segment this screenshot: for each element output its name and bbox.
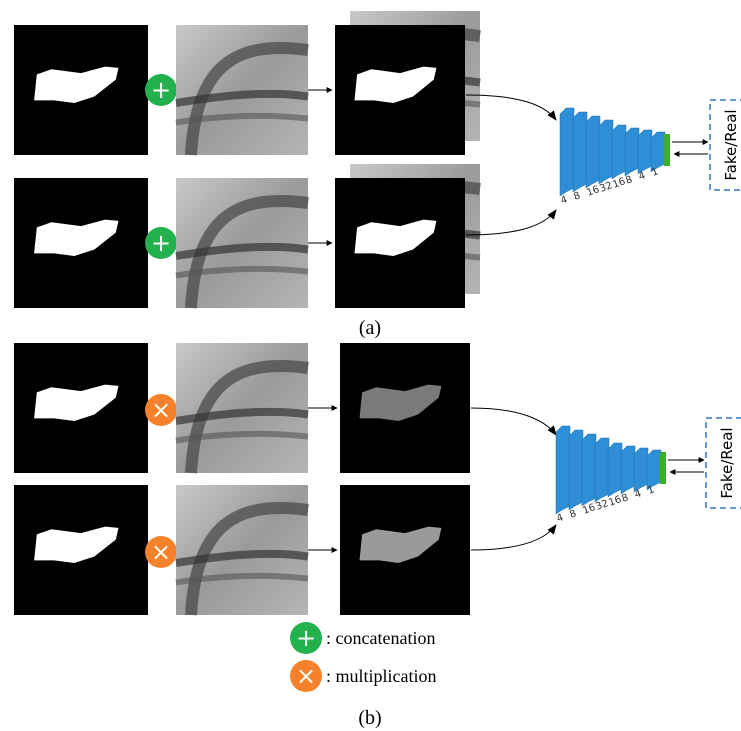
conv-block <box>599 120 613 184</box>
conv-block <box>608 443 622 497</box>
panel-label: (a) <box>359 317 381 339</box>
channel-label: 4 <box>633 488 643 501</box>
conv-block <box>651 132 665 172</box>
conv-block <box>582 434 596 506</box>
conv-block <box>647 450 661 490</box>
operator-symbol: + <box>151 76 171 104</box>
panel-label: (b) <box>358 707 381 729</box>
channel-label: 4 <box>559 194 569 207</box>
conv-block <box>595 438 609 502</box>
output-block <box>664 134 670 166</box>
conv-block <box>586 116 600 188</box>
legend-text: : multiplication <box>326 666 437 686</box>
conv-block <box>569 430 583 510</box>
channel-label: 1 <box>650 166 660 179</box>
channel-label: 4 <box>555 512 565 525</box>
channel-label: 4 <box>637 170 647 183</box>
connector <box>471 525 556 550</box>
conv-block <box>638 130 652 174</box>
operator-symbol: × <box>151 396 171 424</box>
connector <box>471 408 556 435</box>
conv-block <box>573 112 587 192</box>
operator-symbol: × <box>296 662 316 690</box>
conv-block <box>612 125 626 179</box>
operator-symbol: × <box>151 538 171 566</box>
legend-text: : concatenation <box>326 628 435 648</box>
conv-block <box>560 108 574 196</box>
conv-block <box>634 448 648 492</box>
channel-label: 1 <box>646 484 656 497</box>
output-block <box>660 452 666 484</box>
output-label: Fake/Real <box>722 109 740 180</box>
figure: ++48163216841Fake/Real(a)××48163216841Fa… <box>0 0 741 731</box>
channel-label: 8 <box>568 508 578 521</box>
conv-block <box>625 128 639 176</box>
operator-symbol: + <box>151 229 171 257</box>
channel-label: 8 <box>572 190 582 203</box>
conv-block <box>556 426 570 514</box>
conv-block <box>621 446 635 494</box>
output-label: Fake/Real <box>718 427 736 498</box>
operator-symbol: + <box>296 624 316 652</box>
